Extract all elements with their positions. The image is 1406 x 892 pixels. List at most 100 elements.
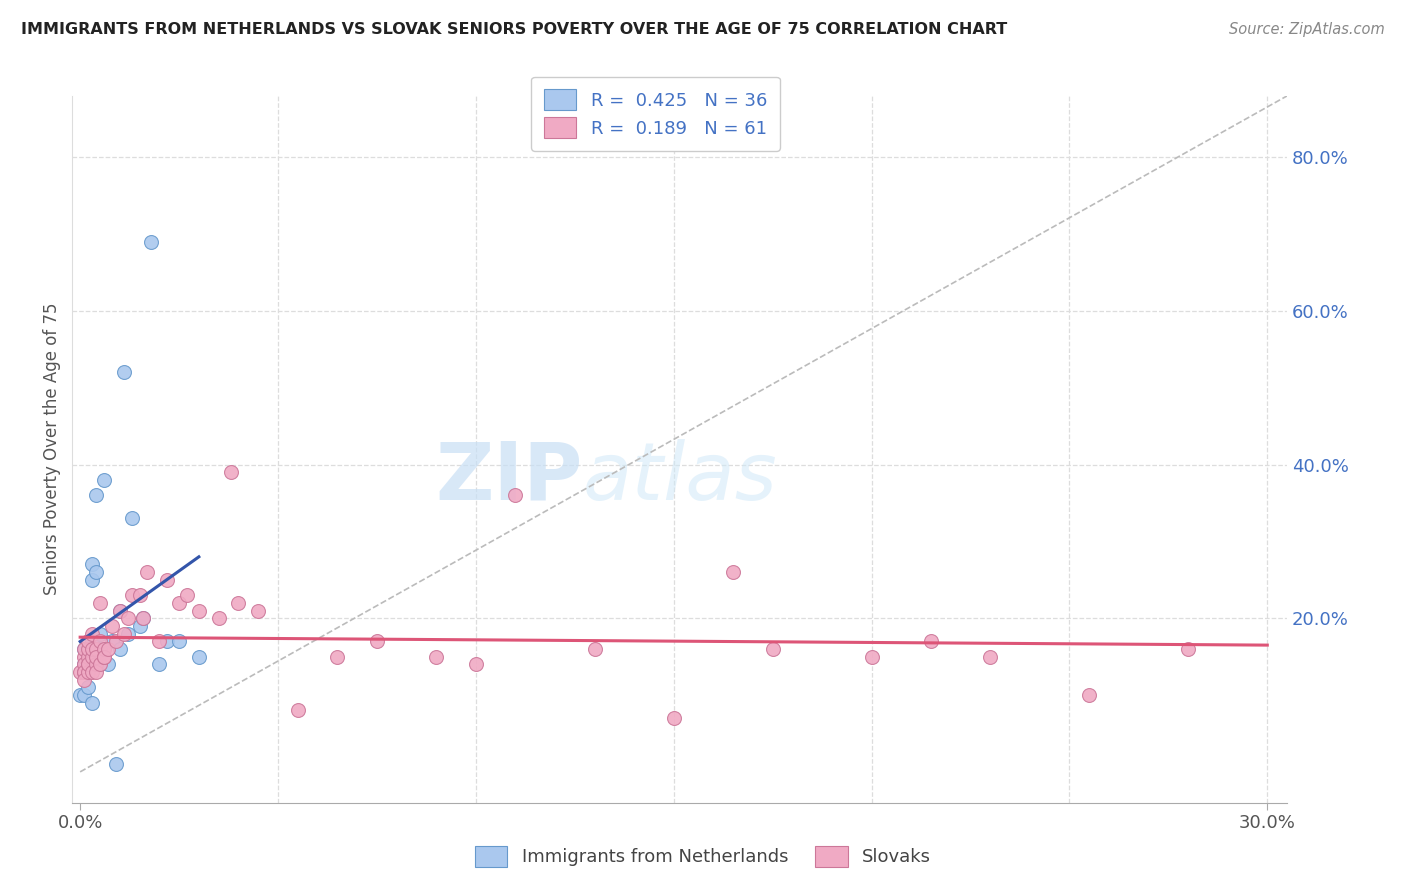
Point (89, 657, 111, 672)
Point (93, 649, 115, 664)
Point (80, 665, 103, 679)
Point (77, 642, 100, 657)
Point (583, 642, 606, 657)
Point (112, 626, 135, 640)
Point (93, 473, 115, 487)
Point (101, 619, 124, 633)
Point (84, 657, 107, 672)
Point (167, 634, 190, 648)
Point (77, 665, 100, 679)
Point (108, 603, 131, 617)
Point (77, 657, 100, 672)
Point (287, 703, 309, 717)
Point (247, 603, 270, 617)
Point (77, 642, 100, 657)
Point (80, 657, 103, 672)
Point (89, 634, 111, 648)
Point (108, 603, 131, 617)
Point (108, 642, 131, 657)
Point (121, 588, 143, 602)
Point (219, 465, 242, 479)
Point (84, 565, 107, 579)
Text: atlas: atlas (582, 439, 778, 516)
Point (464, 657, 486, 672)
Point (148, 657, 170, 672)
Point (84, 488, 107, 502)
Point (148, 634, 170, 648)
Point (73, 665, 96, 679)
Point (104, 757, 127, 772)
Point (128, 588, 150, 602)
Point (104, 634, 127, 648)
Point (80, 573, 103, 587)
Point (117, 611, 139, 625)
Point (77, 681, 100, 695)
Legend: Immigrants from Netherlands, Slovaks: Immigrants from Netherlands, Slovaks (468, 838, 938, 874)
Point (77, 649, 100, 664)
Point (662, 711, 685, 725)
Point (73, 642, 96, 657)
Point (89, 657, 111, 672)
Point (128, 619, 150, 633)
Text: ZIP: ZIP (436, 439, 582, 516)
Point (97, 642, 120, 657)
Point (93, 649, 115, 664)
Point (93, 642, 115, 657)
Text: Source: ZipAtlas.com: Source: ZipAtlas.com (1229, 22, 1385, 37)
Point (73, 657, 96, 672)
Point (187, 603, 209, 617)
Point (187, 649, 209, 664)
Point (721, 565, 744, 579)
Point (979, 649, 1001, 664)
Point (73, 649, 96, 664)
Point (366, 634, 388, 648)
Point (762, 642, 785, 657)
Point (425, 649, 447, 664)
Point (132, 611, 155, 625)
Point (132, 611, 155, 625)
Point (73, 642, 96, 657)
Point (77, 634, 100, 648)
Point (156, 573, 179, 587)
Point (80, 558, 103, 572)
Point (73, 657, 96, 672)
Point (156, 634, 179, 648)
Point (89, 642, 111, 657)
Point (73, 665, 96, 679)
Y-axis label: Seniors Poverty Over the Age of 75: Seniors Poverty Over the Age of 75 (44, 303, 60, 596)
Point (176, 588, 198, 602)
Point (1078, 688, 1101, 702)
Point (84, 649, 107, 664)
Point (80, 696, 103, 710)
Point (121, 511, 143, 525)
Point (505, 488, 527, 502)
Point (326, 649, 349, 664)
Point (80, 649, 103, 664)
Point (141, 235, 163, 249)
Point (84, 649, 107, 664)
Point (84, 642, 107, 657)
Point (228, 596, 250, 610)
Point (117, 626, 139, 640)
Point (77, 649, 100, 664)
Point (97, 657, 120, 672)
Point (77, 665, 100, 679)
Point (101, 634, 124, 648)
Point (89, 626, 111, 640)
Point (73, 688, 96, 702)
Point (77, 657, 100, 672)
Point (84, 665, 107, 679)
Point (69, 665, 91, 679)
Point (136, 565, 159, 579)
Point (69, 688, 91, 702)
Point (80, 642, 103, 657)
Point (80, 626, 103, 640)
Point (167, 596, 190, 610)
Point (112, 366, 135, 380)
Point (208, 611, 231, 625)
Point (73, 665, 96, 679)
Point (89, 596, 111, 610)
Point (860, 649, 883, 664)
Point (920, 634, 942, 648)
Point (73, 673, 96, 687)
